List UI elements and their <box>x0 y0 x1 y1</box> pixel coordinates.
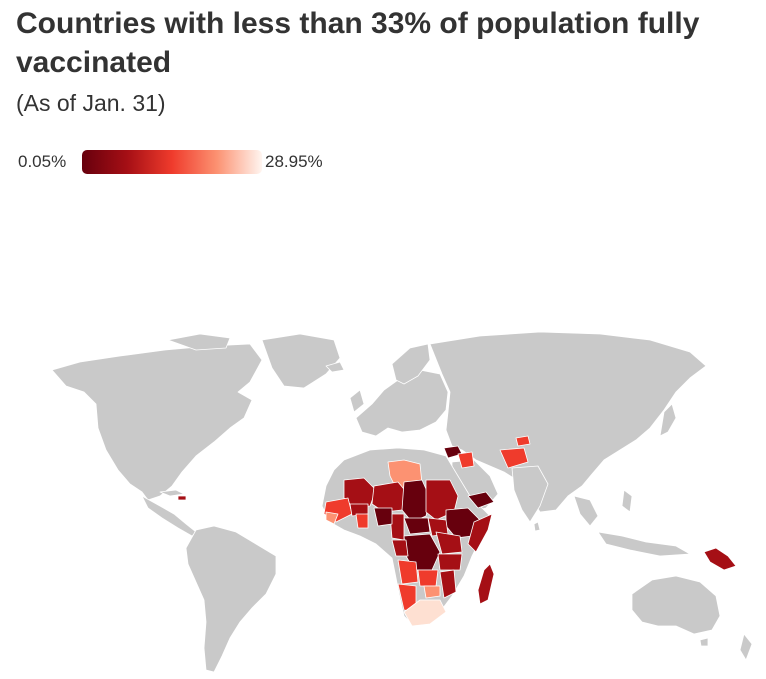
north-america <box>51 343 263 501</box>
map-title: Countries with less than 33% of populati… <box>16 7 700 79</box>
greenland <box>261 333 341 389</box>
legend-max-label: 28.95% <box>265 152 323 171</box>
iraq <box>457 451 475 469</box>
afghanistan <box>499 447 529 469</box>
europe <box>355 369 449 437</box>
scandinavia <box>391 343 431 385</box>
papua-new-guinea <box>703 547 737 571</box>
madagascar <box>477 563 495 605</box>
congo-gabon <box>391 539 409 557</box>
new-zealand <box>739 633 753 661</box>
car <box>403 517 431 535</box>
yemen <box>467 491 495 509</box>
japan <box>659 403 677 437</box>
indonesia <box>597 531 691 557</box>
cuba <box>159 489 185 497</box>
haiti <box>177 495 187 501</box>
southeast-asia <box>573 495 599 527</box>
guinea <box>325 511 339 525</box>
iceland <box>325 361 345 373</box>
low-vaccination-countries <box>177 435 531 627</box>
central-america <box>141 495 197 537</box>
legend-gradient-bar <box>82 150 262 174</box>
chad <box>401 479 431 523</box>
zambia <box>417 569 439 587</box>
uganda-kenya <box>435 531 463 555</box>
world-map <box>51 331 753 673</box>
angola <box>397 559 419 585</box>
south-america <box>185 525 277 673</box>
philippines <box>621 489 633 513</box>
india <box>511 465 549 523</box>
arctic-islands <box>167 333 231 351</box>
somalia <box>467 513 493 553</box>
tanzania <box>437 553 463 571</box>
tajikistan <box>515 435 531 447</box>
malawi-mozambique <box>439 569 457 599</box>
tasmania <box>699 637 709 647</box>
zimbabwe <box>423 585 441 599</box>
map-subtitle: (As of Jan. 31) <box>16 90 166 116</box>
asia <box>429 331 707 513</box>
australia <box>631 575 721 635</box>
uk-ireland <box>349 389 365 413</box>
ghana-togo <box>355 513 369 529</box>
nigeria <box>373 507 393 527</box>
mali <box>343 477 377 509</box>
legend-min-label: 0.05% <box>18 152 67 171</box>
south-africa <box>403 599 447 627</box>
sri-lanka <box>533 521 541 532</box>
